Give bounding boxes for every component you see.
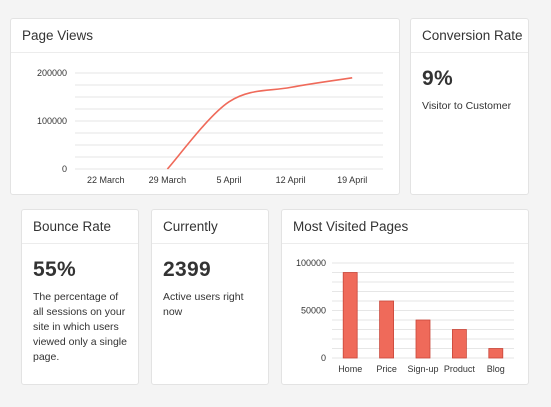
bounce-rate-description: The percentage of all sessions on your s… xyxy=(33,291,127,363)
series-line xyxy=(166,77,353,170)
x-tick-label: Blog xyxy=(487,364,505,374)
x-tick-label: 29 March xyxy=(149,175,187,185)
bar-product xyxy=(451,329,467,359)
y-tick-label: 50000 xyxy=(301,306,326,316)
page-views-chart: 0 100000 200000 22 March 29 March 5 April 12 A… xyxy=(37,68,383,185)
currently-description: Active users right now xyxy=(163,291,244,318)
conversion-rate-value: 9% xyxy=(422,67,453,90)
y-tick-label: 0 xyxy=(62,164,67,174)
x-tick-label: 5 April xyxy=(216,175,241,185)
bar-blog xyxy=(488,348,504,359)
x-tick-label: 12 April xyxy=(276,175,306,185)
page-views-title: Page Views xyxy=(11,19,399,53)
currently-title: Currently xyxy=(152,210,268,244)
y-tick-label: 0 xyxy=(321,353,326,363)
bar-home xyxy=(342,272,358,359)
conversion-rate-card: Conversion Rate 9% Visitor to Customer xyxy=(410,18,529,195)
bar-price xyxy=(379,300,394,359)
x-tick-label: 22 March xyxy=(87,175,125,185)
x-tick-label: 19 April xyxy=(337,175,367,185)
conversion-rate-description: Visitor to Customer xyxy=(422,100,512,112)
bar-sign-up xyxy=(415,319,431,359)
bounce-rate-value: 55% xyxy=(33,258,76,281)
currently-value: 2399 xyxy=(163,258,211,281)
y-tick-label: 100000 xyxy=(296,258,326,268)
y-tick-label: 100000 xyxy=(37,116,67,126)
x-tick-label: Home xyxy=(338,364,362,374)
bounce-rate-card: Bounce Rate 55% The percentage of all se… xyxy=(21,209,139,385)
x-tick-label: Sign-up xyxy=(407,364,438,374)
y-tick-label: 200000 xyxy=(37,68,67,78)
most-visited-pages-chart: 0 50000 100000 Home Price Sign-up Product Blog xyxy=(296,258,514,374)
x-tick-label: Price xyxy=(376,364,397,374)
most-visited-pages-card: Most Visited Pages 0 50000 100000 Home Price… xyxy=(281,209,529,385)
bounce-rate-title: Bounce Rate xyxy=(22,210,138,244)
conversion-rate-title: Conversion Rate xyxy=(411,19,528,53)
most-visited-pages-title: Most Visited Pages xyxy=(282,210,528,244)
currently-card: Currently 2399 Active users right now xyxy=(151,209,269,385)
x-tick-label: Product xyxy=(444,364,476,374)
page-views-card: Page Views 0 100000 200000 22 March 29 March… xyxy=(10,18,400,195)
